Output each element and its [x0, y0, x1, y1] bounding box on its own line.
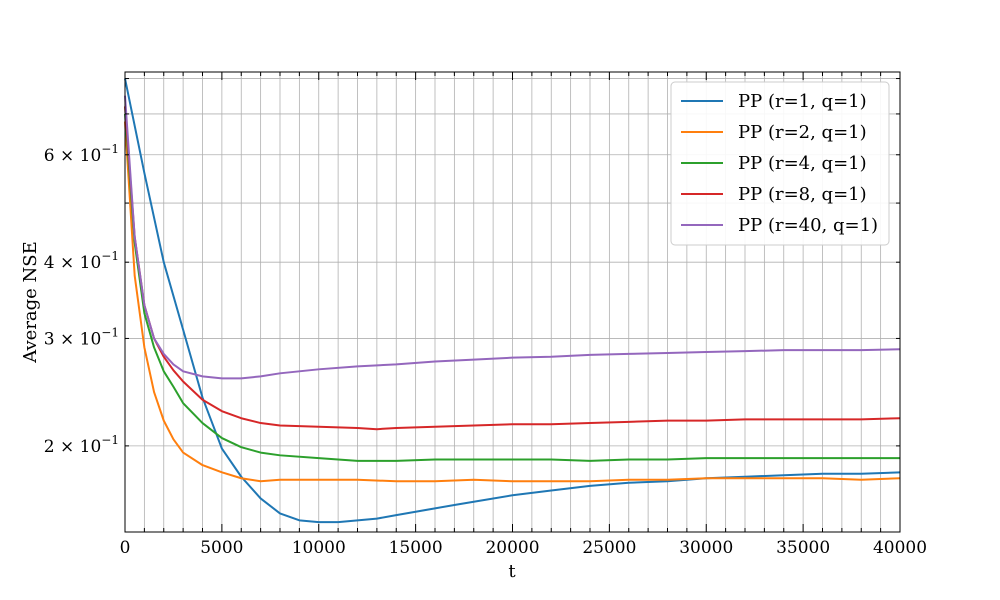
x-tick-label: 25000	[582, 538, 636, 558]
x-tick-label: 35000	[776, 538, 830, 558]
x-tick-label: 30000	[679, 538, 733, 558]
y-tick-label: 3 × 10−1	[44, 325, 119, 349]
x-tick-label: 10000	[292, 538, 346, 558]
legend-label: PP (r=2, q=1)	[738, 122, 867, 143]
x-tick-label: 15000	[389, 538, 443, 558]
y-tick-label: 4 × 10−1	[44, 249, 119, 273]
series-layer	[124, 78, 901, 524]
x-tick-label: 5000	[200, 538, 243, 558]
x-tick-label: 0	[120, 538, 131, 558]
legend-label: PP (r=1, q=1)	[738, 91, 867, 112]
series-line	[124, 106, 901, 431]
y-tick-label: 2 × 10−1	[44, 433, 119, 457]
x-tick-label: 20000	[485, 538, 539, 558]
legend-label: PP (r=8, q=1)	[738, 184, 867, 205]
x-tick-label: 40000	[873, 538, 927, 558]
y-tick-label: 6 × 10−1	[44, 142, 119, 166]
legend-label: PP (r=4, q=1)	[738, 153, 867, 174]
legend-box	[670, 81, 890, 246]
ticks: 0 5000 10000 15000 20000 25000 30000 35000 40000…	[44, 72, 927, 558]
legend: PP (r=1, q=1) PP (r=2, q=1) PP (r=4, q=1) P…	[670, 81, 890, 246]
series-line	[124, 95, 901, 380]
series-line	[124, 113, 900, 462]
series-line	[124, 121, 901, 483]
legend-label: PP (r=40, q=1)	[738, 215, 878, 236]
y-axis-label: Average NSE	[20, 241, 41, 364]
x-axis-label: t	[508, 561, 516, 582]
